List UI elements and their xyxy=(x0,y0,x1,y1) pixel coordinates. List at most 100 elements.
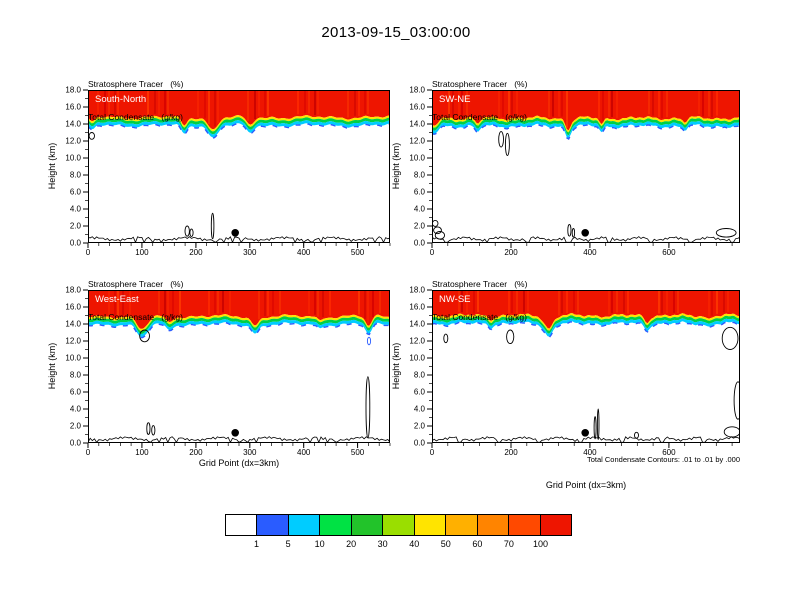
condensate-contour xyxy=(184,225,190,237)
panel-south-north: Stratosphere Tracer (%) Total Condensate… xyxy=(47,79,391,257)
x-tick-label: 400 xyxy=(297,248,311,257)
colorbar-cell xyxy=(539,514,572,536)
x-tick-label: 200 xyxy=(504,448,518,457)
x-tick-label: 200 xyxy=(504,248,518,257)
contour-note: Total Condensate Contours: .01 to .01 by… xyxy=(586,455,740,464)
y-tick-label: 10.0 xyxy=(65,154,81,163)
x-tick-label: 300 xyxy=(243,248,257,257)
plot-frame xyxy=(88,290,390,443)
condensate-contour xyxy=(434,231,446,240)
condensate-label: Total Condensate (g/kg) xyxy=(432,312,527,322)
tracer-transition-band xyxy=(432,115,740,133)
y-tick-label: 8.0 xyxy=(414,171,426,180)
figure-title: 2013-09-15_03:00:00 xyxy=(321,24,471,41)
y-tick-label: 18.0 xyxy=(409,86,425,95)
colorbar-cell xyxy=(256,514,289,536)
condensate-contour xyxy=(433,226,442,235)
x-tick-label: 0 xyxy=(430,448,435,457)
plot-content xyxy=(432,90,740,243)
colorbar-cell xyxy=(476,514,510,536)
colorbar-tick-label: 100 xyxy=(532,539,549,549)
colorbar-tick-label: 5 xyxy=(285,539,291,549)
x-tick-label: 500 xyxy=(351,248,365,257)
y-tick-label: 4.0 xyxy=(414,405,426,414)
y-tick-label: 18.0 xyxy=(409,286,425,295)
x-tick-label: 400 xyxy=(583,448,597,457)
y-tick-label: 14.0 xyxy=(65,320,81,329)
y-tick-label: 2.0 xyxy=(414,422,426,431)
cross-section-label: SW-NE xyxy=(439,94,471,105)
y-tick-label: 2.0 xyxy=(70,222,82,231)
condensate-contour xyxy=(146,422,151,435)
y-tick-label: 16.0 xyxy=(409,303,425,312)
panel-sw-ne: Stratosphere Tracer (%) Total Condensate… xyxy=(391,79,740,257)
tracer-label: Stratosphere Tracer (%) xyxy=(88,279,184,289)
tracer-transition-band xyxy=(432,315,740,334)
panel-variable-labels: Stratosphere Tracer (%) Total Condensate… xyxy=(432,57,527,145)
condensate-contour xyxy=(498,131,504,148)
x-tick-label: 400 xyxy=(297,448,311,457)
x-tick-label: 0 xyxy=(86,448,91,457)
tracer-transition-band xyxy=(88,117,390,135)
y-tick-label: 0.0 xyxy=(70,239,82,248)
condensate-label: Total Condensate (g/kg) xyxy=(88,312,183,322)
y-tick-label: 4.0 xyxy=(70,405,82,414)
colorbar-tick-label: 70 xyxy=(503,539,514,549)
colorbar-tick-label: 60 xyxy=(472,539,483,549)
colorbar-cell xyxy=(382,514,415,536)
x-axis-title-right: Grid Point (dx=3km) xyxy=(545,480,627,490)
condensate-surface-contour xyxy=(432,236,740,243)
x-axis-title-left: Grid Point (dx=3km) xyxy=(198,458,280,468)
plot-content xyxy=(88,90,390,243)
tracer-label: Stratosphere Tracer (%) xyxy=(88,79,184,89)
tracer-transition-band xyxy=(88,314,390,332)
y-tick-label: 10.0 xyxy=(409,354,425,363)
colorbar-tick-label: 30 xyxy=(377,539,388,549)
y-tick-label: 0.0 xyxy=(70,439,82,448)
y-tick-label: 0.0 xyxy=(414,239,426,248)
y-tick-label: 8.0 xyxy=(70,171,82,180)
tracer-transition-band xyxy=(88,115,390,132)
plot-content xyxy=(432,290,740,443)
plot-south-north: 0.0 2.0 4.0 6.0 8.0 10.0 12.0 14.0 16.0 18.0 0 100 2… xyxy=(65,86,391,257)
y-tick-label: 16.0 xyxy=(409,103,425,112)
colorbar-cell xyxy=(508,514,541,536)
tracer-transition-band xyxy=(88,319,390,337)
condensate-contour xyxy=(189,228,194,238)
plot-sw-ne: 0.0 2.0 4.0 6.0 8.0 10.0 12.0 14.0 16.0 18.0 0 200 4… xyxy=(409,86,740,257)
x-tick-label: 600 xyxy=(662,248,676,257)
y-tick-label: 18.0 xyxy=(65,86,81,95)
cross-section-label: South-North xyxy=(95,94,147,105)
condensate-contour xyxy=(88,132,95,140)
tracer-blue-fringe xyxy=(432,123,740,140)
condensate-contour xyxy=(151,425,156,436)
location-marker xyxy=(231,429,239,437)
cross-section-label: NW-SE xyxy=(439,294,471,305)
y-tick-label: 6.0 xyxy=(70,188,82,197)
colorbar-cell xyxy=(225,514,258,536)
tracer-transition-band xyxy=(88,120,390,138)
condensate-surface-contour xyxy=(88,236,390,243)
plot-content xyxy=(88,290,390,443)
plot-frame xyxy=(432,90,740,243)
x-tick-label: 200 xyxy=(189,248,203,257)
colorbar-cell xyxy=(287,514,321,536)
tracer-label: Stratosphere Tracer (%) xyxy=(432,279,528,289)
colorbar-tick-label: 40 xyxy=(409,539,420,549)
y-tick-label: 2.0 xyxy=(70,422,82,431)
y-tick-label: 14.0 xyxy=(409,120,425,129)
y-tick-label: 12.0 xyxy=(65,337,81,346)
y-tick-label: 10.0 xyxy=(409,154,425,163)
plot-west-east: 0.0 2.0 4.0 6.0 8.0 10.0 12.0 14.0 16.0 18.0 0 100 2… xyxy=(65,286,391,457)
cross-section-label: West-East xyxy=(95,294,139,305)
y-tick-label: 12.0 xyxy=(409,137,425,146)
y-tick-label: 16.0 xyxy=(65,303,81,312)
condensate-contour xyxy=(210,212,215,240)
condensate-contour xyxy=(723,426,740,438)
y-tick-label: 0.0 xyxy=(414,439,426,448)
location-marker xyxy=(581,429,589,437)
x-tick-label: 100 xyxy=(135,248,149,257)
condensate-surface-contour xyxy=(88,436,390,443)
panel-variable-labels: Stratosphere Tracer (%) Total Condensate… xyxy=(88,57,183,145)
location-marker xyxy=(231,229,239,237)
